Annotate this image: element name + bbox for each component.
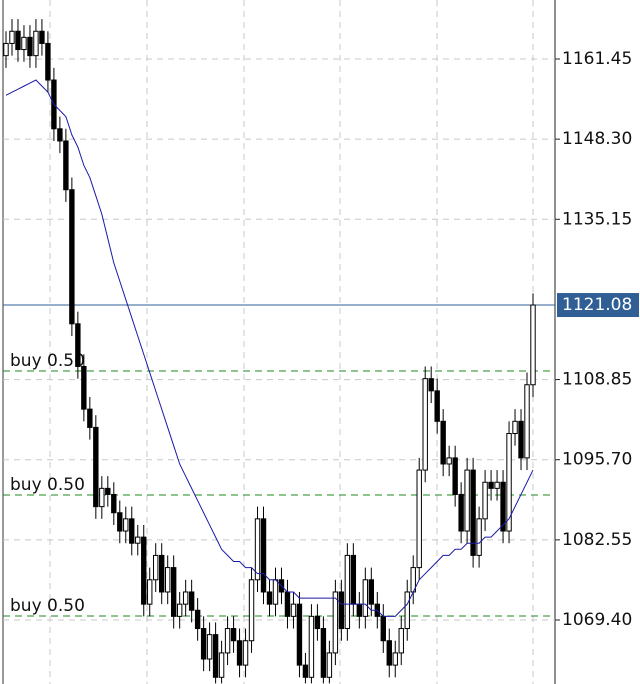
candle-body [452, 457, 458, 495]
y-tick-label: 1095.70 [562, 450, 632, 470]
candle-body [326, 652, 333, 678]
candle-body [386, 640, 392, 666]
candle-body [188, 591, 195, 611]
candle-body [15, 30, 21, 51]
candle-body [176, 603, 183, 617]
candle-body [117, 512, 123, 532]
candle-body [218, 652, 225, 678]
candle-body [332, 591, 339, 654]
candle-body [428, 378, 434, 392]
candle-body [153, 554, 159, 581]
candle-body [159, 554, 165, 593]
candle-body [212, 634, 219, 678]
y-tick-label: 1148.30 [562, 129, 632, 149]
candle-body [69, 189, 75, 325]
candle-body [164, 567, 171, 593]
candle-body [398, 628, 404, 654]
candle-body [314, 615, 321, 630]
candle-body [3, 42, 9, 57]
current-price-box [557, 293, 639, 318]
candle-body [470, 469, 476, 556]
candle-body [524, 384, 530, 459]
candle-body [338, 591, 345, 630]
candle-body [458, 493, 464, 532]
candle-body [248, 579, 255, 642]
moving-average [5, 79, 534, 617]
candle-body [368, 579, 375, 605]
candle-body [254, 518, 261, 581]
candle-body [27, 36, 33, 57]
candle-body [362, 579, 369, 617]
y-tick-label: 1108.85 [562, 370, 632, 390]
order-label: buy 0.50 [10, 351, 85, 371]
candle-body [290, 603, 297, 617]
candle-body [482, 481, 488, 520]
candle-body [99, 487, 105, 508]
candle-body [147, 579, 153, 605]
candle-body [530, 304, 536, 386]
candle-body [129, 518, 135, 544]
candle-body [500, 481, 506, 532]
candle-body [308, 615, 315, 678]
candle-body [476, 518, 482, 556]
candle-body [422, 378, 428, 471]
candle-body [39, 30, 45, 44]
candle-body [75, 323, 81, 367]
candle-body [488, 481, 494, 489]
candle-body [392, 652, 398, 666]
candle-body [320, 628, 327, 678]
candle-body [45, 42, 51, 81]
candle-body [356, 603, 363, 617]
candle-body [21, 36, 27, 51]
candle-body [266, 591, 273, 605]
candle-body [33, 30, 39, 57]
candle-body [182, 591, 189, 605]
candle-body [242, 640, 249, 666]
candle-body [123, 518, 129, 532]
y-tick-label: 1082.55 [562, 530, 632, 550]
candle-body [350, 554, 357, 605]
candle-body [141, 536, 147, 605]
candle-body [206, 634, 213, 660]
candle-body [446, 457, 452, 465]
candle-body [512, 420, 518, 435]
candle-body [93, 426, 99, 508]
candle-body [380, 615, 386, 642]
candle-body [111, 493, 117, 514]
order-label: buy 0.50 [10, 475, 85, 495]
candle-body [344, 554, 351, 630]
candle-body [284, 591, 291, 617]
y-tick-label: 1161.45 [562, 49, 632, 69]
candle-body [272, 579, 279, 605]
candle-body [57, 128, 63, 142]
candle-body [63, 140, 69, 191]
candle-body [224, 628, 231, 654]
candle-body [81, 365, 87, 410]
y-tick-label: 1069.40 [562, 610, 632, 630]
candle-body [434, 390, 440, 422]
candle-body [302, 664, 309, 678]
candle-body [194, 609, 201, 630]
candle-body [9, 30, 15, 44]
current-price-label: 1121.08 [562, 295, 632, 315]
candle-body [260, 518, 267, 593]
order-label: buy 0.50 [10, 596, 85, 616]
candle-body [87, 408, 93, 428]
candle-body [404, 591, 410, 630]
candle-body [440, 420, 446, 465]
y-tick-label: 1135.15 [562, 209, 632, 229]
candle-body [416, 469, 422, 569]
candle-body [230, 628, 237, 642]
candle-body [170, 567, 177, 617]
candle-body [200, 628, 207, 660]
candle-body [506, 433, 512, 532]
candle-body [518, 420, 524, 459]
candle-body [296, 603, 303, 666]
candle-body [105, 487, 111, 495]
candle-body [236, 640, 243, 666]
candle-body [494, 481, 500, 489]
candle-body [464, 469, 470, 532]
candle-body [135, 536, 141, 544]
